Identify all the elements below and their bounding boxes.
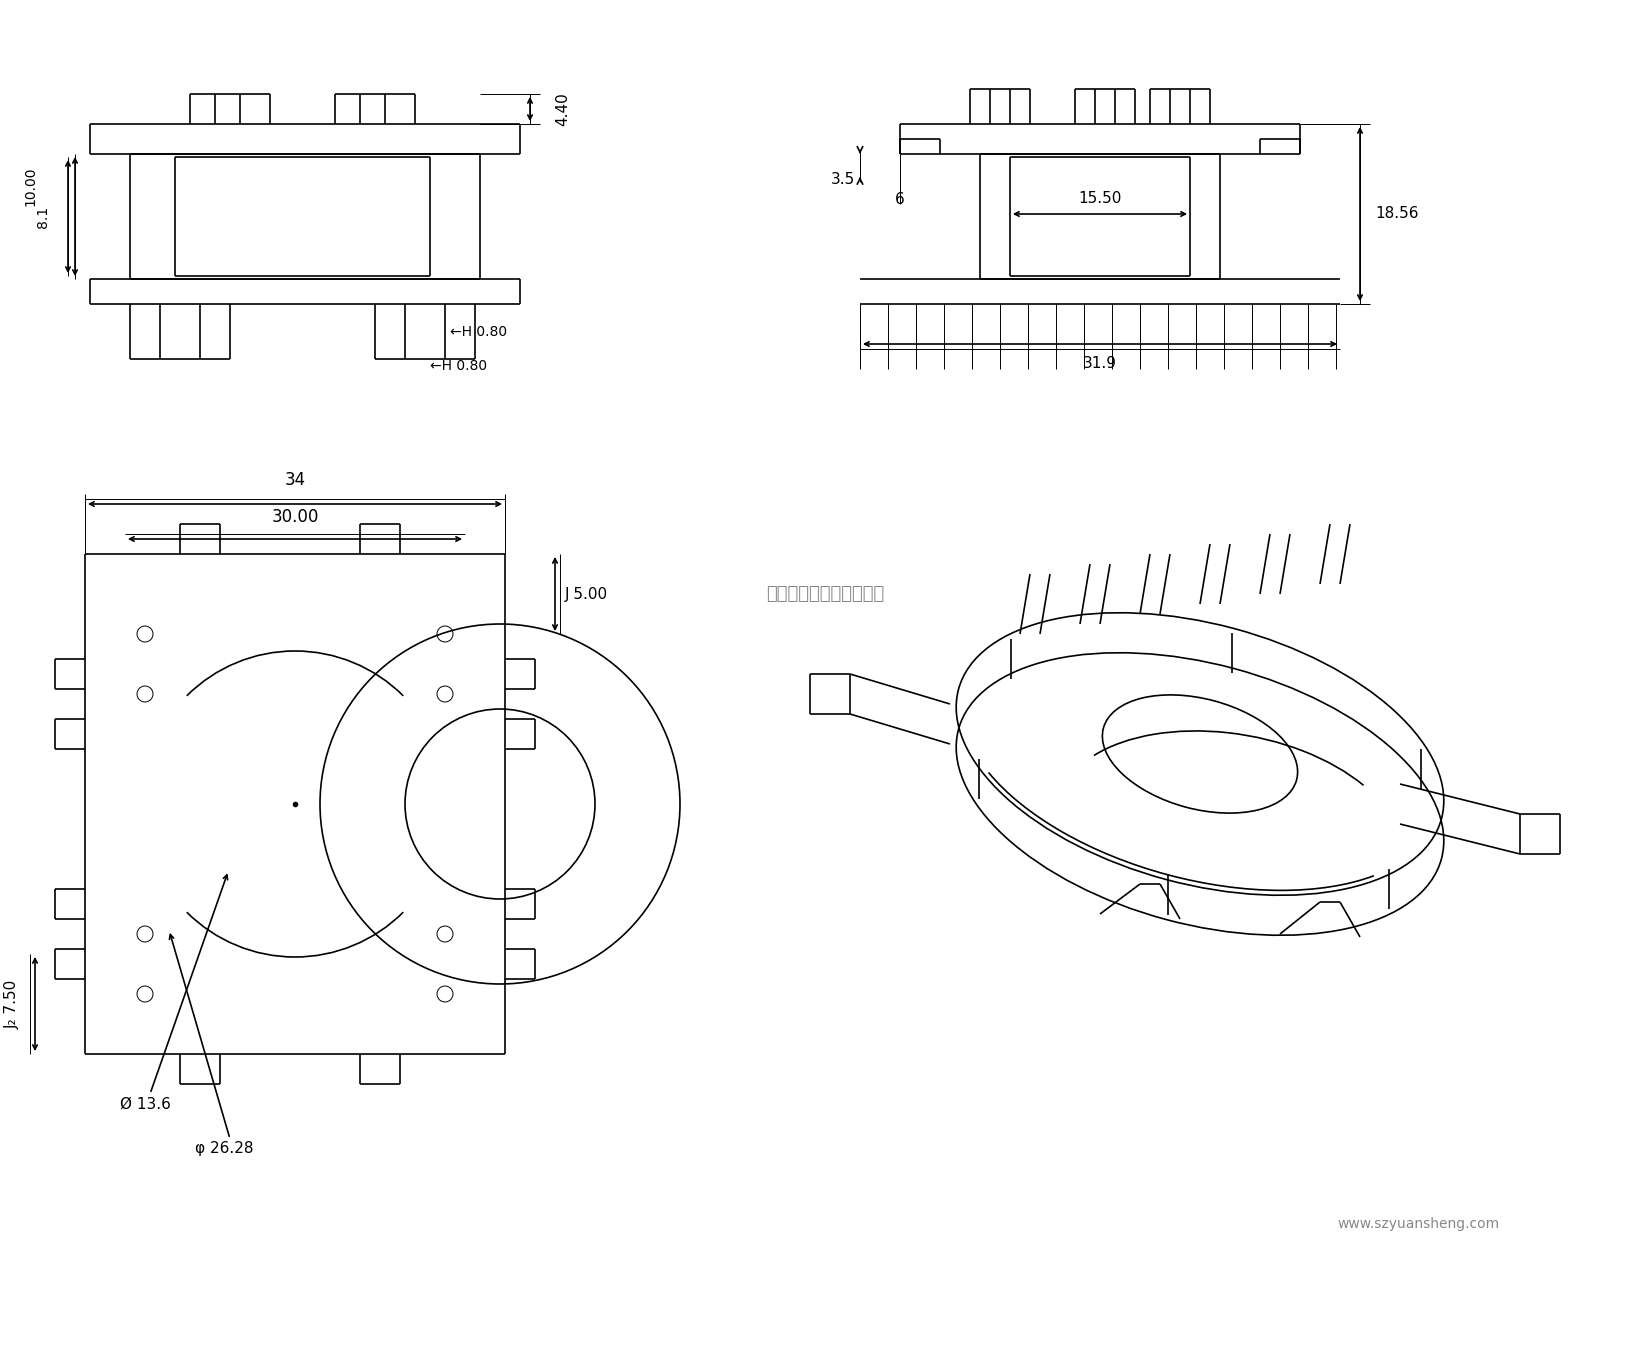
Text: 深圳市源升塑胶有限公司: 深圳市源升塑胶有限公司: [766, 585, 885, 603]
Text: 34: 34: [284, 471, 305, 489]
Text: Ø 13.6: Ø 13.6: [121, 1097, 170, 1112]
Text: 8.1: 8.1: [36, 206, 50, 227]
Text: J₂ 7.50: J₂ 7.50: [5, 979, 20, 1029]
Text: φ 26.28: φ 26.28: [195, 1141, 254, 1156]
Text: 15.50: 15.50: [1078, 191, 1121, 206]
Text: 3.5: 3.5: [830, 172, 855, 187]
Text: 10.00: 10.00: [23, 167, 36, 207]
Text: ←H 0.80: ←H 0.80: [429, 359, 487, 372]
Text: 18.56: 18.56: [1375, 207, 1418, 222]
Text: 31.9: 31.9: [1083, 356, 1118, 371]
Text: 30.00: 30.00: [271, 508, 319, 525]
Text: ←H 0.80: ←H 0.80: [451, 325, 507, 338]
Text: J 5.00: J 5.00: [565, 586, 608, 601]
Text: 4.40: 4.40: [555, 92, 570, 126]
Text: www.szyuansheng.com: www.szyuansheng.com: [1337, 1217, 1501, 1231]
Text: 6: 6: [895, 191, 905, 207]
